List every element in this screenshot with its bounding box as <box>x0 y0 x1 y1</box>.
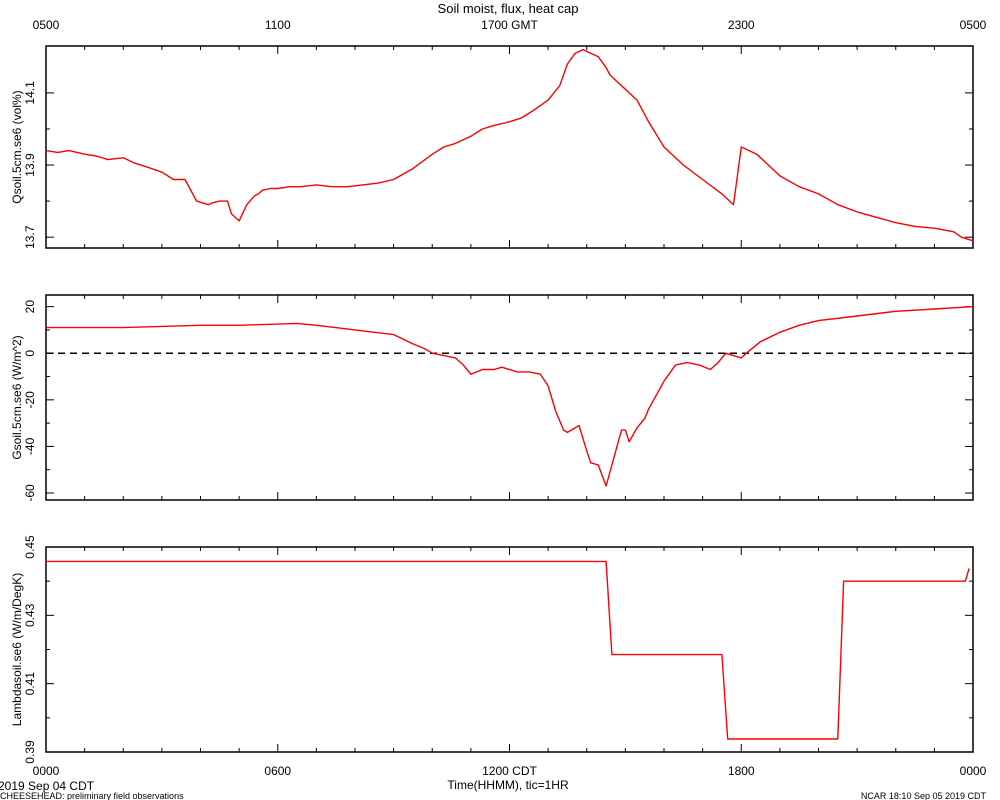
y-tick-label: -20 <box>23 391 37 409</box>
y-tick-label: 14.1 <box>23 81 37 105</box>
series-line <box>46 305 974 487</box>
y-tick-label: 20 <box>23 300 37 314</box>
footer-right: NCAR 18:10 Sep 05 2019 CDT <box>861 791 987 800</box>
panel-frame <box>45 45 974 249</box>
y-axis-label: Qsoil.5cm.se6 (vol%) <box>10 90 24 203</box>
y-tick-label: 0.43 <box>23 603 37 627</box>
y-tick-label: -40 <box>23 437 37 455</box>
series-line <box>46 560 970 740</box>
panel-frame <box>45 546 974 753</box>
y-tick-label: 0.45 <box>23 535 37 559</box>
bottom-tick-label: 1200 CDT <box>482 764 537 778</box>
y-tick-label: 0.41 <box>23 672 37 696</box>
bottom-axis-ticks: 0000 0600 1200 CDT 1800 0000 <box>33 764 987 778</box>
top-axis-ticks: 0500 1100 1700 GMT 2300 0500 <box>33 18 987 32</box>
y-tick-label: 13.7 <box>23 225 37 249</box>
series-line <box>45 48 974 242</box>
y-tick-label: -60 <box>23 484 37 502</box>
top-tick-label: 1100 <box>265 18 291 32</box>
y-axis-label: Lambdasoil.se6 (W/m/DegK) <box>10 573 24 726</box>
y-tick-label: 0.39 <box>23 740 37 764</box>
panel-2: -60 -40 -20 0 20 Gsoil.5cm.se6 (W/m^2) <box>10 294 974 502</box>
bottom-tick-label: 0000 <box>960 764 987 778</box>
y-axis-label: Gsoil.5cm.se6 (W/m^2) <box>10 335 24 459</box>
chart-title: Soil moist, flux, heat cap <box>438 1 579 16</box>
date-label: 2019 Sep 04 CDT <box>0 779 95 793</box>
x-axis-label: Time(HHMM), tic=1HR <box>447 778 569 792</box>
bottom-tick-label: 1800 <box>728 764 755 778</box>
y-tick-label: 0 <box>23 350 37 357</box>
footer-left: CHEESEHEAD: preliminary field observatio… <box>0 791 184 800</box>
top-tick-label: 2300 <box>728 18 755 32</box>
panel-3: 0.39 0.41 0.43 0.45 Lambdasoil.se6 (W/m/DegK… <box>10 535 974 764</box>
top-tick-label: 0500 <box>960 18 987 32</box>
top-tick-label: 1700 GMT <box>481 18 538 32</box>
bottom-tick-label: 0600 <box>264 764 291 778</box>
y-tick-label: 13.9 <box>23 153 37 177</box>
bottom-tick-label: 0000 <box>33 764 60 778</box>
top-tick-label: 0500 <box>33 18 60 32</box>
